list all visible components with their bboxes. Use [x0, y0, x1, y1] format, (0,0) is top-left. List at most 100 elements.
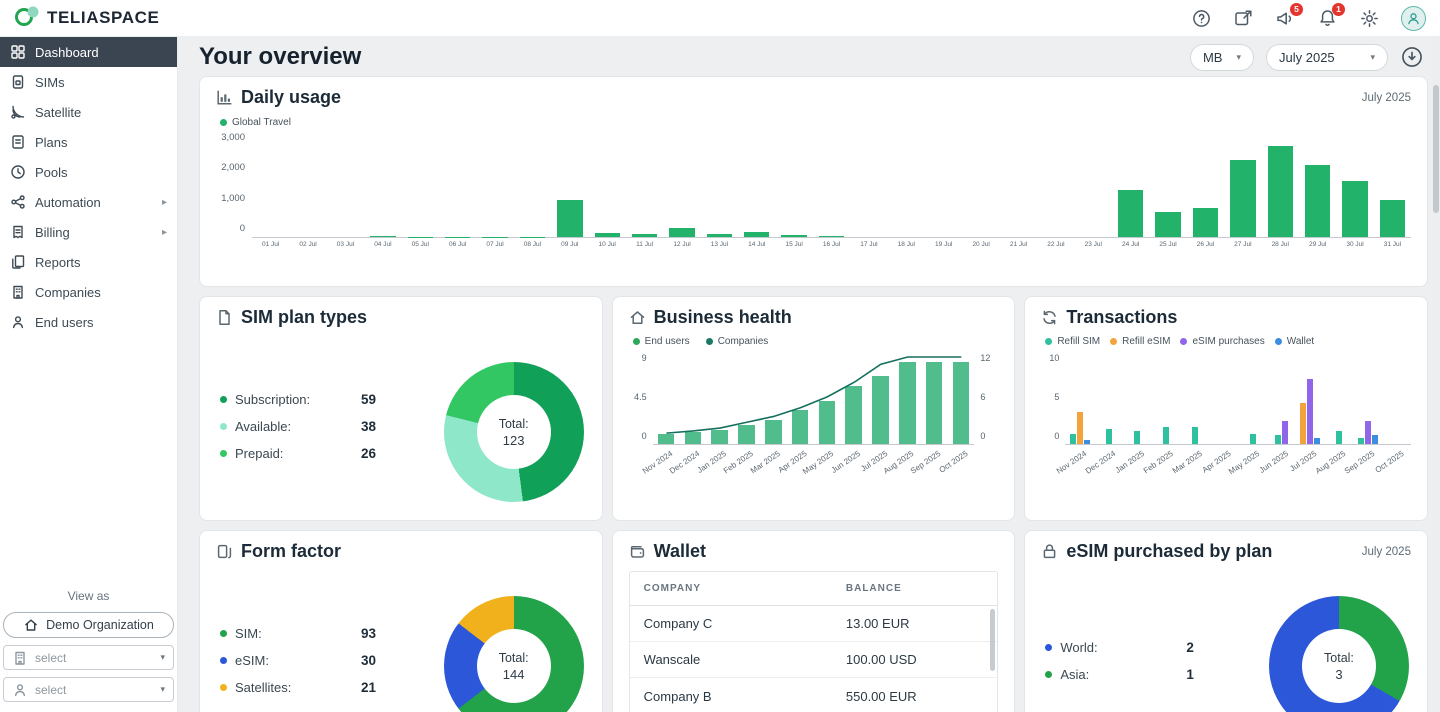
- daily-usage-bar: [744, 231, 770, 237]
- legend-label: Refill eSIM: [1122, 336, 1171, 347]
- notifications-icon[interactable]: 1: [1317, 2, 1345, 29]
- sidebar-item-pools[interactable]: Pools: [0, 157, 177, 187]
- sim-plan-types-card: SIM plan types Subscription: 59 Available:…: [199, 296, 603, 521]
- daily-usage-bar: [1342, 181, 1368, 237]
- transactions-chart: 10 5 0: [1041, 353, 1411, 445]
- card-period: July 2025: [1361, 545, 1411, 558]
- period-select[interactable]: July 2025 ▾: [1266, 43, 1388, 71]
- daily-usage-card: Daily usage July 2025 Global Travel 3,00…: [199, 76, 1428, 287]
- grouped-bar-plot: [1065, 357, 1411, 444]
- line-plot: [653, 357, 975, 444]
- legend-dot: [220, 630, 227, 637]
- sidebar-item-automation[interactable]: Automation ▸: [0, 187, 177, 217]
- wallet-balance-cell: 100.00 USD: [845, 652, 917, 667]
- unit-select[interactable]: MB ▾: [1189, 43, 1254, 71]
- wallet-col-header: BALANCE: [845, 583, 902, 594]
- card-title: Wallet: [653, 541, 706, 561]
- x-tick: 19 Jul: [935, 241, 953, 248]
- refill-sim-bar: [1069, 433, 1076, 444]
- y-axis: 10 5 0: [1041, 353, 1065, 441]
- sidebar-item-companies[interactable]: Companies: [0, 277, 177, 307]
- topbar-actions: 5 1: [1191, 2, 1426, 31]
- wallet-company-cell: Company B: [643, 688, 712, 704]
- demo-organization-button[interactable]: Demo Organization: [3, 612, 174, 638]
- x-tick: 01 Jul: [262, 241, 280, 248]
- satellite-icon: [10, 104, 26, 120]
- x-tick: 28 Jul: [1271, 241, 1289, 248]
- period-select-value: July 2025: [1279, 49, 1335, 65]
- scrollbar-thumb[interactable]: [1433, 85, 1439, 213]
- legend-label: eSIM purchases: [1192, 336, 1265, 347]
- user-avatar[interactable]: [1401, 5, 1426, 31]
- refill-sim-bar: [1105, 429, 1112, 444]
- stat-label: Subscription:: [235, 392, 311, 407]
- x-tick: 07 Jul: [486, 241, 504, 248]
- company-select[interactable]: select ▾: [3, 645, 174, 670]
- org-button-label: Demo Organization: [46, 618, 154, 632]
- y-tick: 10: [1049, 353, 1060, 363]
- billing-icon: [10, 224, 26, 240]
- x-tick: 02 Jul: [299, 241, 317, 248]
- sidebar-item-satellite[interactable]: Satellite: [0, 97, 177, 127]
- end-users-bar: [657, 434, 675, 444]
- stat-row: Available: 38: [220, 413, 444, 440]
- wallet-table-row[interactable]: Company C 13.00 EUR: [629, 606, 998, 642]
- x-tick: 13 Jul: [710, 241, 729, 248]
- sidebar-item-dashboard[interactable]: Dashboard: [0, 37, 177, 67]
- end-users-icon: [10, 314, 26, 330]
- sidebar-item-label: SIMs: [35, 74, 65, 90]
- stat-label: World:: [1060, 640, 1098, 655]
- sidebar-item-label: End users: [35, 314, 94, 330]
- wallet-scrollbar[interactable]: [990, 609, 996, 671]
- stat-value: 1: [1186, 667, 1194, 682]
- settings-icon[interactable]: [1359, 8, 1380, 29]
- chevron-down-icon: ▾: [1370, 51, 1375, 62]
- x-tick: 10 Jul: [598, 241, 616, 248]
- daily-usage-bar: [669, 227, 695, 237]
- companies-icon: [10, 284, 26, 300]
- wallet-table-row[interactable]: Wanscale 100.00 USD: [629, 642, 998, 678]
- y-tick: 12: [980, 353, 991, 363]
- x-tick: 14 Jul: [748, 241, 766, 248]
- export-icon[interactable]: [1400, 45, 1424, 69]
- x-tick: 17 Jul: [860, 241, 878, 248]
- legend-label: Companies: [717, 336, 769, 347]
- sidebar-item-sims[interactable]: SIMs: [0, 67, 177, 97]
- esim-purchases-bar: [1307, 378, 1314, 444]
- refill-sim-bar: [1191, 426, 1198, 444]
- wallet-table-row[interactable]: Company B 550.00 EUR: [630, 678, 998, 712]
- x-tick: 05 Jul: [411, 241, 429, 248]
- dashboard-icon: [10, 44, 26, 60]
- end-users-bar: [818, 400, 836, 444]
- topbar: TELIASPACE 5 1: [0, 0, 1440, 37]
- y-tick: 6: [980, 392, 986, 402]
- sidebar-item-label: Pools: [35, 164, 68, 180]
- help-icon[interactable]: [1191, 8, 1212, 29]
- external-link-icon[interactable]: [1233, 8, 1254, 29]
- notifications-badge: 1: [1332, 2, 1345, 16]
- donut-total-label: Total:: [498, 416, 529, 431]
- end-users-bar: [872, 376, 889, 444]
- legend-dot: [705, 338, 713, 345]
- esim-by-plan-donut: Total: 3: [1268, 596, 1409, 712]
- refill-sim-bar: [1249, 433, 1256, 444]
- sidebar-item-plans[interactable]: Plans: [0, 127, 177, 157]
- daily-usage-bar: [706, 234, 733, 237]
- x-tick: 31 Jul: [1383, 241, 1402, 248]
- x-tick: 27 Jul: [1234, 241, 1252, 248]
- sidebar-item-reports[interactable]: Reports: [0, 247, 177, 277]
- page-scrollbar[interactable]: [1432, 37, 1440, 712]
- sidebar-item-billing[interactable]: Billing ▸: [0, 217, 177, 247]
- stat-row: SIM: 93: [220, 620, 444, 647]
- legend-dot: [1045, 671, 1053, 678]
- user-select[interactable]: select ▾: [3, 677, 174, 702]
- stat-value: 59: [361, 392, 377, 407]
- x-tick: 26 Jul: [1196, 241, 1215, 248]
- end-users-bar: [845, 386, 863, 444]
- announcements-icon[interactable]: 5: [1275, 2, 1303, 29]
- unit-select-value: MB: [1202, 49, 1223, 65]
- stat-value: 38: [361, 419, 377, 434]
- sidebar-item-end-users[interactable]: End users: [0, 307, 177, 337]
- daily-usage-bar: [818, 235, 845, 237]
- end-users-bar: [738, 424, 755, 444]
